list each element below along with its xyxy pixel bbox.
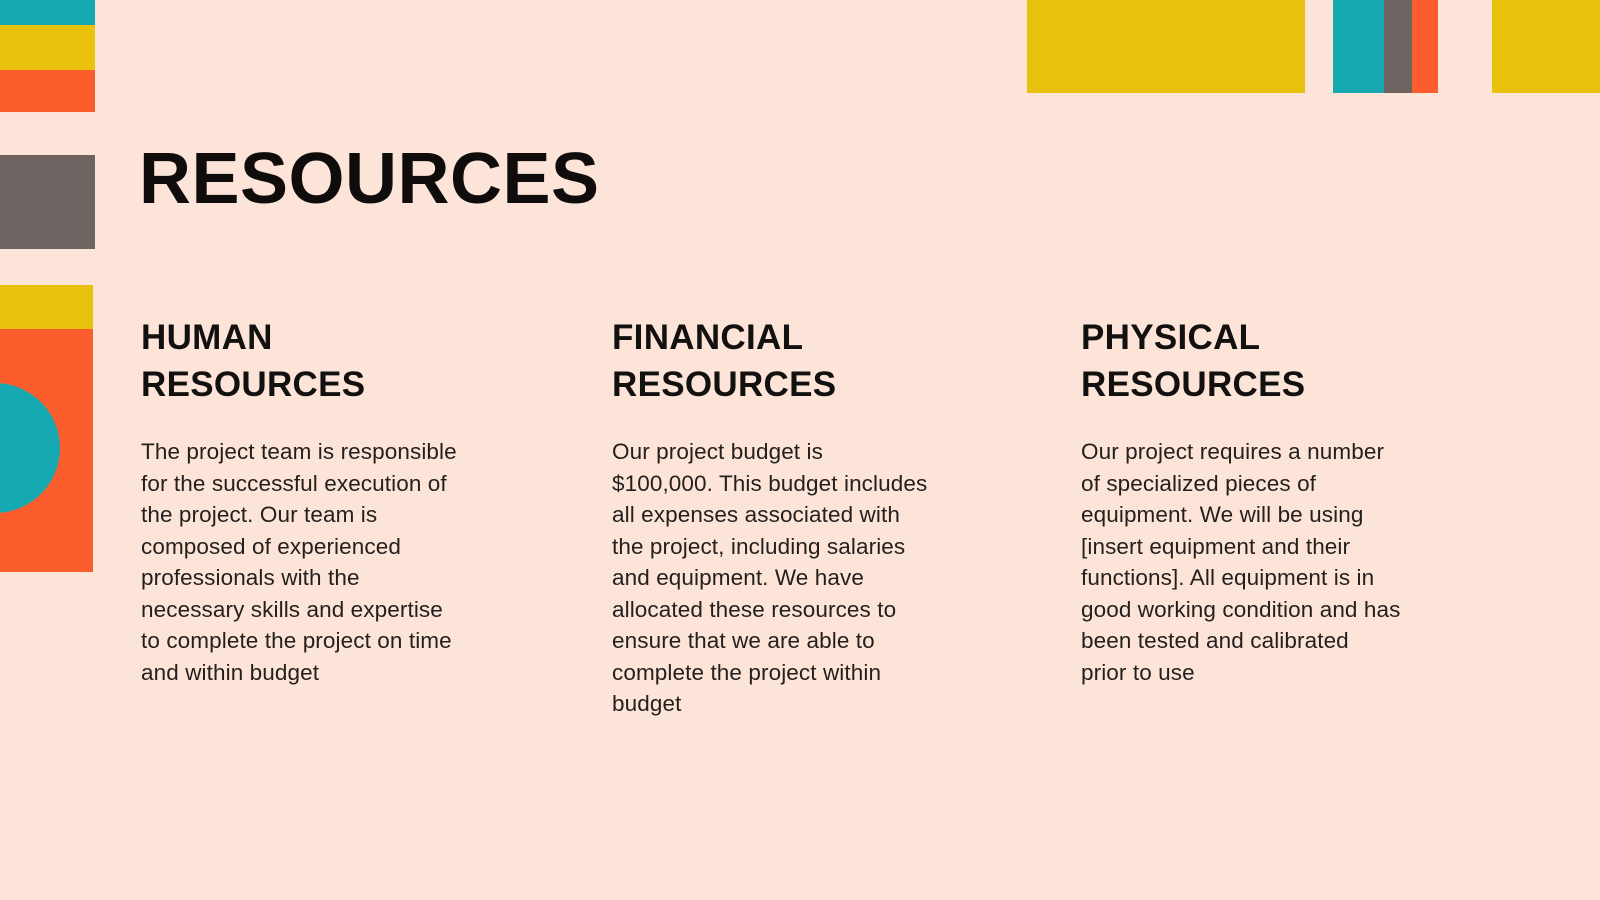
column-body: The project team is responsible for the … <box>141 439 457 685</box>
yellow-block-top-right <box>1027 0 1305 93</box>
yellow-bar-top-left <box>0 25 95 70</box>
column-heading: PHYSICAL RESOURCES <box>1081 318 1306 404</box>
gray-block-left <box>0 155 95 249</box>
orange-stripe-top-right <box>1412 0 1438 93</box>
yellow-corner-top-right <box>1492 0 1600 93</box>
gray-stripe-top-right <box>1384 0 1412 93</box>
column-body: Our project budget is $100,000. This bud… <box>612 439 928 716</box>
column-financial-resources: FINANCIAL RESOURCES Our project budget i… <box>612 314 1064 720</box>
yellow-bar-mid-left <box>0 285 93 329</box>
orange-bar-top-left <box>0 70 95 112</box>
teal-bar-top-left <box>0 0 95 25</box>
column-heading: FINANCIAL RESOURCES <box>612 318 837 404</box>
column-heading: HUMAN RESOURCES <box>141 318 366 404</box>
column-human-resources: HUMAN RESOURCES The project team is resp… <box>141 314 593 688</box>
column-body: Our project requires a number of special… <box>1081 439 1401 685</box>
column-physical-resources: PHYSICAL RESOURCES Our project requires … <box>1081 314 1533 688</box>
teal-stripe-top-right <box>1333 0 1384 93</box>
page-title: RESOURCES <box>139 139 600 220</box>
